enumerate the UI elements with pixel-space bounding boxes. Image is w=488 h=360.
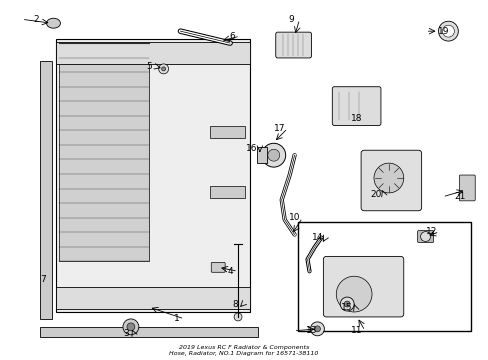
FancyBboxPatch shape (417, 231, 433, 243)
Text: 4: 4 (227, 267, 232, 276)
Bar (56, 42, 249, 64)
Text: 18: 18 (351, 114, 362, 123)
Text: 6: 6 (229, 32, 235, 41)
Text: 12: 12 (425, 227, 436, 236)
Circle shape (314, 326, 320, 332)
Circle shape (267, 149, 279, 161)
Circle shape (262, 143, 285, 167)
FancyBboxPatch shape (323, 256, 403, 317)
FancyBboxPatch shape (211, 262, 224, 272)
FancyBboxPatch shape (360, 150, 421, 211)
Circle shape (158, 64, 168, 74)
Bar (40, 61, 51, 319)
Circle shape (234, 313, 242, 321)
Text: 16: 16 (245, 144, 257, 153)
Bar (256, 147, 266, 163)
Circle shape (127, 323, 135, 331)
Bar (56, 39, 249, 312)
Circle shape (336, 276, 371, 312)
Circle shape (373, 163, 403, 193)
Circle shape (420, 231, 429, 242)
Text: 14: 14 (311, 233, 323, 242)
FancyBboxPatch shape (332, 87, 380, 125)
Text: 19: 19 (437, 27, 448, 36)
Bar (56, 287, 249, 309)
Text: 20: 20 (369, 190, 381, 199)
FancyBboxPatch shape (275, 32, 311, 58)
FancyBboxPatch shape (458, 175, 474, 201)
Circle shape (344, 301, 349, 307)
Text: 5: 5 (145, 62, 151, 71)
Circle shape (122, 319, 139, 335)
Bar (210, 186, 244, 198)
Circle shape (438, 21, 457, 41)
Circle shape (442, 25, 453, 37)
Text: 11: 11 (351, 326, 362, 335)
Text: 10: 10 (288, 213, 300, 222)
Bar (60, 43, 148, 261)
Text: 21: 21 (453, 192, 465, 201)
Text: 3: 3 (123, 329, 128, 338)
Bar (297, 222, 470, 331)
Text: 2019 Lexus RC F Radiator & Components
Hose, Radiator, NO.1 Diagram for 16571-381: 2019 Lexus RC F Radiator & Components Ho… (169, 345, 318, 356)
Circle shape (162, 67, 165, 71)
Circle shape (340, 297, 353, 311)
Bar (40, 327, 257, 337)
Circle shape (310, 322, 324, 336)
Text: 7: 7 (41, 275, 46, 284)
Text: 13: 13 (305, 326, 316, 335)
Text: 15: 15 (341, 302, 352, 311)
Text: 1: 1 (173, 314, 179, 323)
Text: 9: 9 (288, 15, 294, 24)
Bar (210, 126, 244, 138)
Text: 17: 17 (273, 124, 285, 133)
Ellipse shape (46, 18, 61, 28)
Text: 2: 2 (34, 15, 39, 24)
Text: 8: 8 (232, 300, 238, 309)
